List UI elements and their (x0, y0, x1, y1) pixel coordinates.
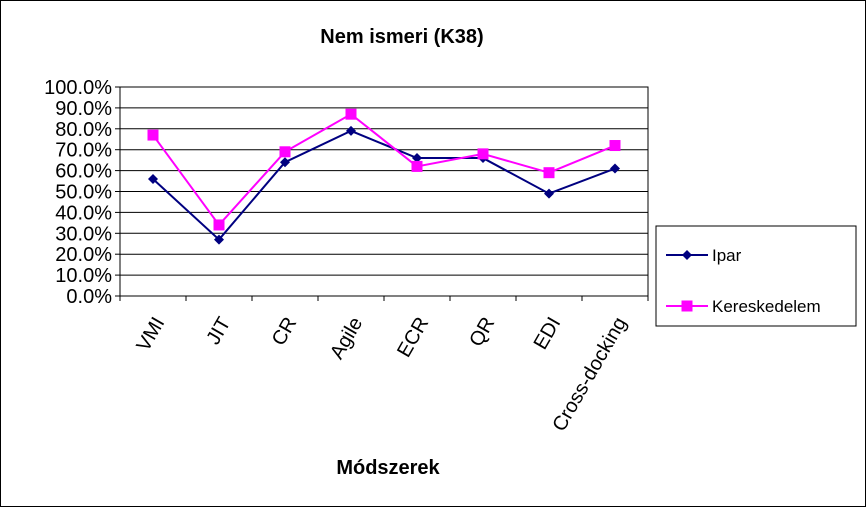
y-tick-label: 80.0% (55, 119, 112, 141)
data-point (477, 148, 489, 160)
data-point (280, 157, 290, 168)
series-kereskedelem (147, 108, 621, 231)
data-point (214, 234, 224, 245)
data-point (148, 173, 158, 184)
data-point (610, 163, 620, 174)
x-tick-label: CR (268, 314, 301, 350)
data-point (682, 250, 692, 260)
series-line (152, 129, 616, 242)
y-tick-label: 70.0% (55, 140, 112, 162)
data-point (213, 219, 225, 231)
data-point (412, 153, 422, 164)
y-tick-label: 0.0% (66, 286, 112, 308)
y-tick-label: 40.0% (55, 202, 112, 224)
y-tick-label: 50.0% (55, 182, 112, 204)
data-point (544, 188, 554, 199)
y-tick-label: 20.0% (55, 244, 112, 266)
series-ipar (148, 125, 620, 245)
x-tick-label: Agile (326, 314, 367, 364)
data-point (609, 140, 621, 152)
series-lines (147, 108, 621, 245)
data-point (681, 300, 693, 312)
x-tick-label: QR (465, 314, 499, 351)
y-axis-ticks: 0.0%10.0%20.0%30.0%40.0%50.0%60.0%70.0%8… (44, 77, 120, 308)
y-tick-label: 90.0% (55, 98, 112, 120)
x-tick-label: ECR (393, 314, 433, 362)
x-axis-label: Módszerek (336, 457, 440, 479)
data-point (279, 146, 291, 158)
series-line (152, 112, 616, 227)
x-tick-label: JIT (202, 314, 235, 349)
data-point (346, 125, 356, 136)
x-tick-label: EDI (530, 314, 566, 354)
legend: Ipar Kereskedelem (666, 246, 821, 316)
data-point (147, 129, 159, 141)
legend-entry: Kereskedelem (666, 297, 821, 316)
legend-label: Ipar (712, 246, 742, 265)
data-point (411, 160, 423, 172)
chart-title: Nem ismeri (K38) (320, 26, 483, 48)
x-tick-label: VMI (132, 314, 169, 356)
data-point (543, 167, 555, 179)
legend-label: Kereskedelem (712, 297, 821, 316)
legend-entry: Ipar (666, 246, 742, 265)
data-point (345, 108, 357, 120)
y-tick-label: 100.0% (44, 77, 112, 99)
gridlines (120, 86, 648, 297)
y-tick-label: 60.0% (55, 161, 112, 183)
y-tick-label: 10.0% (55, 265, 112, 287)
y-tick-label: 30.0% (55, 223, 112, 245)
